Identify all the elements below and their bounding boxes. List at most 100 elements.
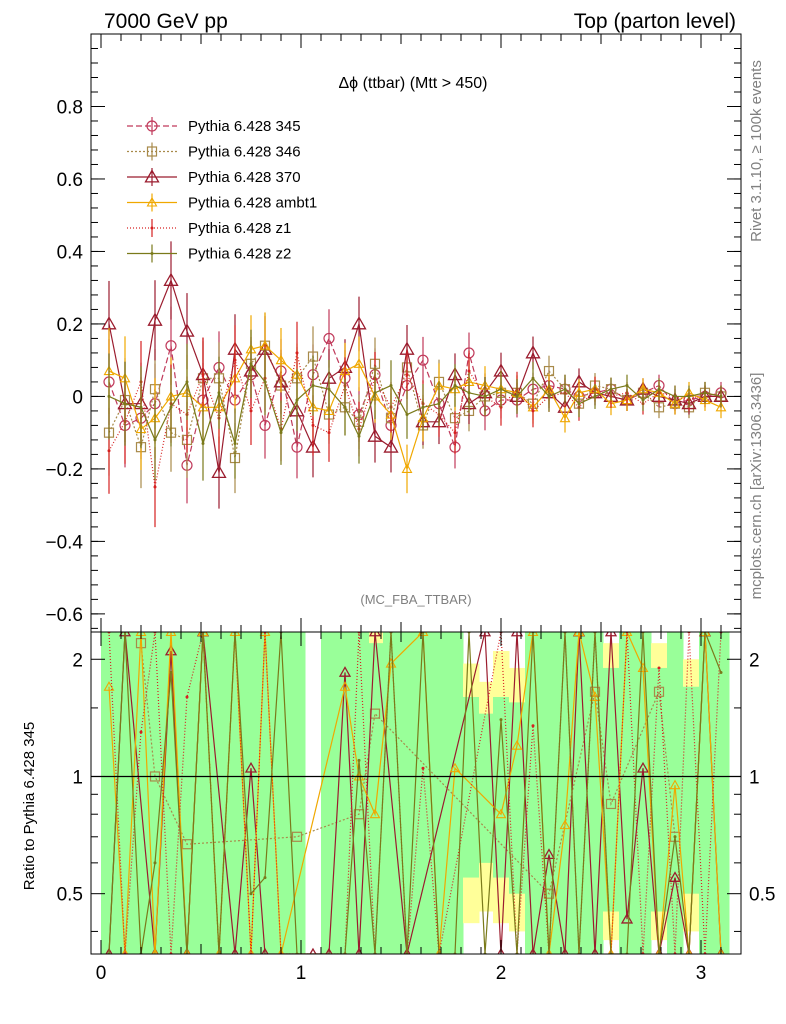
marker-triangle [351,316,367,330]
marker-dot [625,384,629,388]
band-green [573,632,590,954]
marker-dot [563,387,567,391]
marker-triangle [591,947,599,954]
band-green [683,686,700,894]
ytick-label: 0.6 [57,170,83,191]
main-panel: 0.8 0.6 0.4 0.2 0 −0.2 −0.4 −0.6 Δϕ (ttbar) (Mt… [45,33,742,633]
marker-triangle-small [165,632,177,637]
marker-dot [169,670,173,674]
marker-dot [343,405,347,409]
marker-triangle [325,947,333,954]
marker-triangle [525,345,541,359]
series-pythia-6-428-370 [101,241,729,509]
marker-triangle-small [275,354,287,365]
band-green [525,632,542,954]
ytick-label: 0.2 [57,315,83,336]
main-title: Δϕ (ttbar) (Mtt > 450) [338,75,487,92]
marker-dot [687,394,691,398]
marker-dot [673,394,677,398]
marker-triangle [338,666,352,677]
marker-triangle-small [589,691,601,702]
ratio-ytick-label-right: 2 [749,650,760,671]
ratio-ytick-label: 2 [72,650,83,671]
series-pythia-6-428-z1 [107,321,723,528]
marker-triangle [497,947,505,954]
marker-triangle-small [669,779,681,790]
legend-label: Pythia 6.428 345 [188,118,301,135]
marker-dot [153,861,157,865]
rivet-label: Rivet 3.1.10, ≥ 100k events [748,60,765,242]
legend-label: Pythia 6.428 370 [188,169,301,186]
marker-dot [139,405,143,409]
legend-item: Pythia 6.428 z1 [127,219,291,237]
marker-dot [327,431,331,435]
series-line [108,632,722,954]
marker-circle [259,419,271,432]
marker-triangle-small [559,819,571,830]
marker-square [653,686,665,697]
band-green [589,632,604,954]
marker-dot [153,438,157,442]
legend-item: Pythia 6.428 345 [127,117,301,135]
marker-dot [357,758,361,762]
marker-circle [146,120,158,132]
marker-triangle-small [715,401,727,412]
legend-label: Pythia 6.428 z2 [188,246,291,263]
band-green [149,632,164,954]
band-green [557,632,574,954]
marker-square [291,831,303,842]
marker-triangle [144,169,160,183]
marker-triangle [211,464,227,479]
marker-dot [263,380,267,384]
ratio-ytick-label-right: 0.5 [749,885,775,906]
marker-dot [357,434,361,438]
marker-dot [249,892,253,896]
marker-triangle [105,947,113,954]
ytick-label: −0.2 [45,460,83,481]
ratio-frame [90,631,742,955]
marker-square [605,798,617,810]
marker-triangle [529,947,537,954]
marker-triangle-small [146,196,158,207]
ratio-ytick-label: 1 [72,767,83,788]
marker-triangle-small [353,358,365,368]
marker-dot [233,358,237,362]
marker-dot [657,387,661,391]
marker-dot [719,670,723,674]
band-green [699,632,714,954]
band-green [603,667,620,912]
marker-dot [139,730,143,734]
series-line [108,345,722,471]
marker-dot [295,398,299,402]
marker-dot [311,384,315,388]
marker-dot [657,666,661,670]
marker-triangle [620,912,634,924]
main-data-layer [101,241,729,528]
header-right: Top (parton level) [574,10,736,33]
marker-dot [577,402,581,406]
band-green [509,702,526,894]
mcplots-label: mcplots.cern.ch [arXiv:1306.3436] [748,373,765,600]
marker-dot [453,384,457,388]
band-green [289,632,306,954]
band-green [179,632,196,954]
ratio-ylabel: Ratio to Pythia 6.428 345 [21,722,38,890]
band-green [259,632,274,954]
ytick-label: 0.8 [57,97,83,118]
series-line [108,632,722,954]
marker-dot [609,387,613,391]
marker-triangle [147,312,163,326]
marker-dot [531,724,535,728]
marker-dot [123,402,127,406]
marker-dot [641,398,645,402]
marker-triangle-small [401,463,413,473]
marker-dot [531,376,535,380]
marker-triangle [604,632,618,637]
legend-item: Pythia 6.428 ambt1 [127,193,317,212]
band-green [195,632,212,954]
marker-triangle [367,428,383,442]
marker-dot [279,431,283,435]
series-pythia-6-428-z2 [107,329,723,481]
marker-dot [107,449,111,453]
marker-dot [150,226,154,230]
